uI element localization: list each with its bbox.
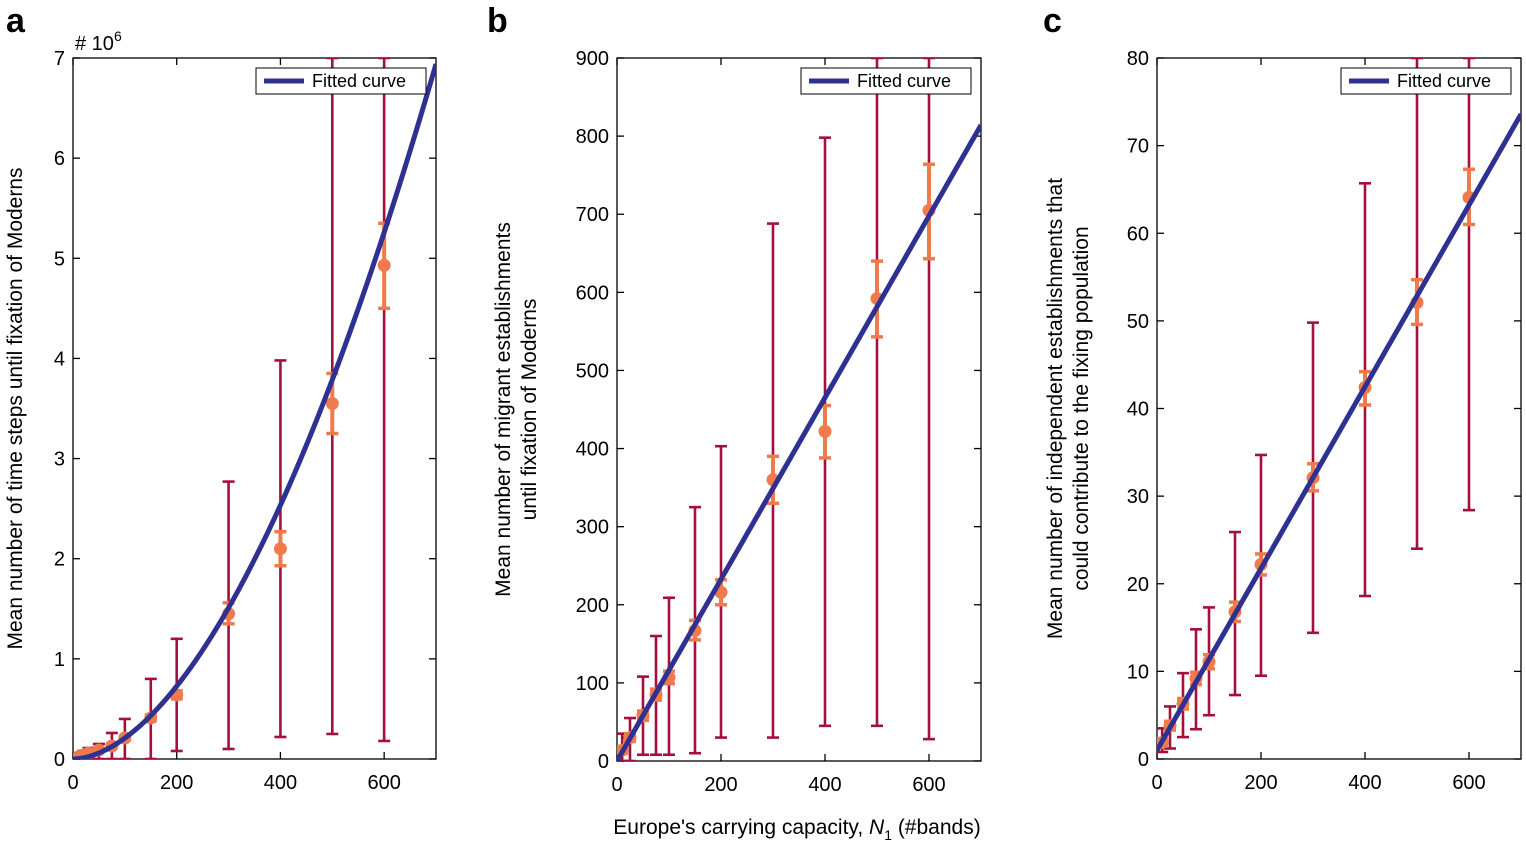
panel-b: b 0 200 400 600 0 100 200 300 400 500 600 700 800 900 M… bbox=[487, 2, 982, 796]
y-axis-label: Mean number of migrant establishments unt… bbox=[492, 222, 541, 597]
y-tick-label: 100 bbox=[576, 673, 609, 695]
x-tick-label: 0 bbox=[67, 772, 78, 794]
x-tick-label: 200 bbox=[160, 772, 193, 794]
legend: Fitted curve bbox=[255, 67, 427, 95]
y-tick-label: 60 bbox=[1127, 223, 1149, 245]
x-label-suffix: (#bands) bbox=[892, 816, 981, 839]
y-tick-label: 30 bbox=[1127, 486, 1149, 508]
x-tick-label: 0 bbox=[611, 774, 622, 796]
y-axis-label-line: Mean number of time steps until fixation… bbox=[4, 167, 27, 649]
legend-label: Fitted curve bbox=[857, 71, 951, 91]
y-tick-label: 0 bbox=[54, 749, 65, 771]
y-axis-label-line: until fixation of Moderns bbox=[518, 299, 541, 521]
outer-error-bar bbox=[923, 58, 935, 741]
plot-area bbox=[1157, 58, 1521, 754]
legend: Fitted curve bbox=[1340, 67, 1512, 95]
legend-label: Fitted curve bbox=[1397, 71, 1491, 91]
y-tick-label: 70 bbox=[1127, 136, 1149, 158]
y-tick-label: 700 bbox=[576, 204, 609, 226]
panel-letter: b bbox=[487, 2, 508, 40]
y-tick-label: 40 bbox=[1127, 399, 1149, 421]
fitted-curve bbox=[73, 63, 436, 759]
y-tick-label: 400 bbox=[576, 439, 609, 461]
y-tick-label: 80 bbox=[1127, 48, 1149, 70]
y-tick-label: 4 bbox=[54, 348, 65, 370]
y-tick-label: 5 bbox=[54, 248, 65, 270]
x-tick-label: 600 bbox=[367, 772, 400, 794]
y-axis-label-line: Mean number of independent establishment… bbox=[1044, 178, 1067, 639]
outer-error-bar bbox=[1463, 58, 1475, 512]
y-tick-label: 900 bbox=[576, 48, 609, 70]
x-tick-label: 400 bbox=[264, 772, 297, 794]
legend: Fitted curve bbox=[800, 67, 972, 95]
panel-c: c 0 200 400 600 0 10 20 30 40 50 60 70 80 Mean number … bbox=[1043, 2, 1522, 794]
y-tick-label: 200 bbox=[576, 595, 609, 617]
x-tick-label: 0 bbox=[1151, 772, 1162, 794]
y-tick-label: 7 bbox=[54, 48, 65, 70]
x-tick-label: 200 bbox=[1244, 772, 1277, 794]
y-tick-label: 50 bbox=[1127, 311, 1149, 333]
x-tick-label: 200 bbox=[704, 774, 737, 796]
plot-area bbox=[73, 58, 436, 759]
x-label-subscript: 1 bbox=[884, 827, 892, 843]
y-tick-label: 6 bbox=[54, 148, 65, 170]
panel-letter: a bbox=[6, 2, 26, 40]
x-label-prefix: Europe's carrying capacity, bbox=[613, 816, 869, 839]
axes-box bbox=[616, 57, 982, 762]
y-tick-label: 500 bbox=[576, 360, 609, 382]
x-tick-label: 600 bbox=[912, 774, 945, 796]
legend-label: Fitted curve bbox=[312, 71, 406, 91]
y-tick-label: 2 bbox=[54, 549, 65, 571]
y-tick-label: 20 bbox=[1127, 574, 1149, 596]
y-tick-label: 0 bbox=[598, 751, 609, 773]
x-tick-label: 600 bbox=[1452, 772, 1485, 794]
y-tick-label: 10 bbox=[1127, 661, 1149, 683]
shared-x-axis-label: Europe's carrying capacity, N1 (#bands) bbox=[613, 816, 980, 843]
y-exponent-base: # 10 bbox=[75, 33, 114, 55]
y-axis-label: Mean number of time steps until fixation… bbox=[4, 167, 27, 649]
y-exponent-label: # 106 bbox=[75, 28, 122, 55]
y-tick-label: 600 bbox=[576, 282, 609, 304]
axes-box bbox=[72, 57, 437, 760]
y-tick-label: 0 bbox=[1138, 749, 1149, 771]
y-axis-label: Mean number of independent establishment… bbox=[1044, 178, 1093, 639]
y-tick-label: 1 bbox=[54, 649, 65, 671]
plot-area bbox=[617, 58, 981, 761]
data-point bbox=[818, 424, 832, 438]
data-point bbox=[377, 258, 391, 272]
x-label-variable: N bbox=[869, 816, 885, 839]
y-tick-label: 800 bbox=[576, 126, 609, 148]
panel-letter: c bbox=[1043, 2, 1062, 40]
outer-error-bar bbox=[871, 58, 883, 728]
y-axis-label-line: could contribute to the fixing populatio… bbox=[1070, 226, 1093, 590]
y-tick-label: 3 bbox=[54, 449, 65, 471]
x-tick-label: 400 bbox=[1348, 772, 1381, 794]
y-exponent-power: 6 bbox=[114, 28, 122, 44]
y-axis-label-line: Mean number of migrant establishments bbox=[492, 222, 515, 597]
x-tick-label: 400 bbox=[808, 774, 841, 796]
outer-error-bar bbox=[378, 58, 391, 743]
fitted-curve bbox=[617, 123, 981, 761]
data-point bbox=[273, 542, 287, 556]
fitted-curve bbox=[1157, 112, 1521, 752]
data-point bbox=[325, 396, 339, 410]
y-tick-label: 300 bbox=[576, 517, 609, 539]
